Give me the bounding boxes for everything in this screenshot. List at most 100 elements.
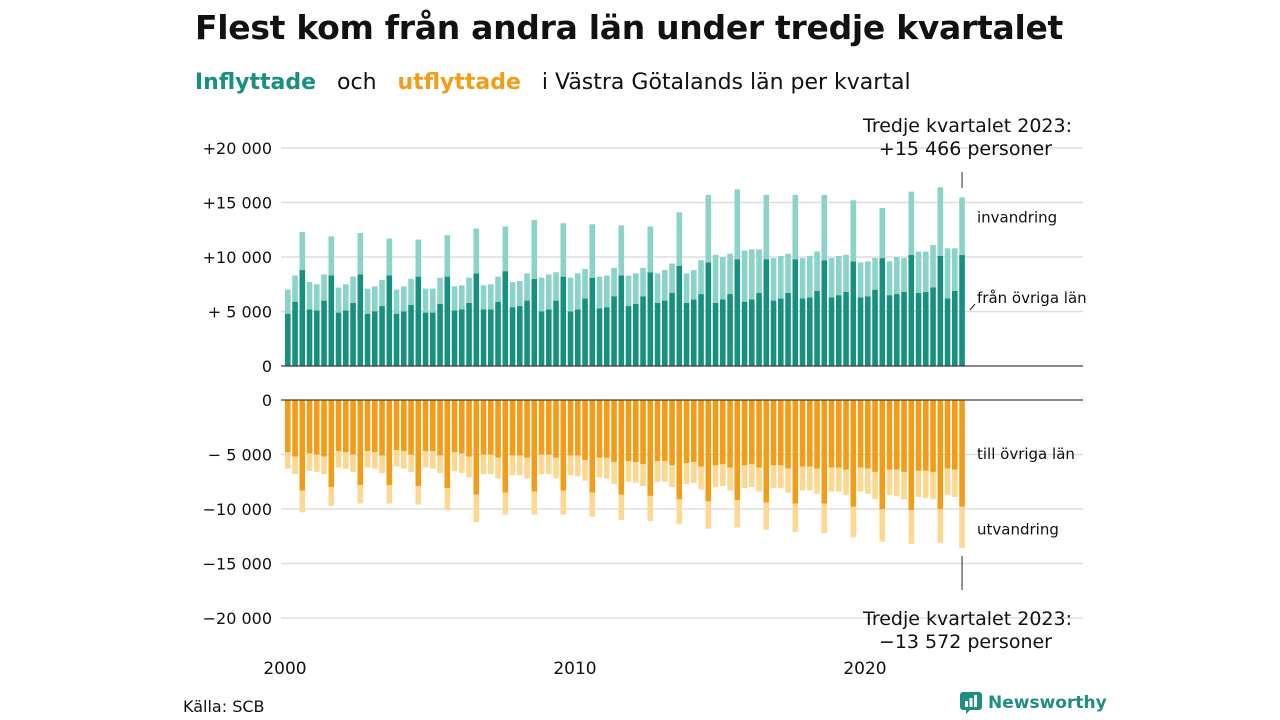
bar xyxy=(364,288,371,314)
bar xyxy=(683,302,690,366)
bar xyxy=(343,400,349,453)
bar xyxy=(894,469,900,496)
bar xyxy=(314,400,320,455)
bar xyxy=(560,223,567,277)
bar xyxy=(691,400,697,463)
bar xyxy=(618,494,625,520)
bar xyxy=(408,304,414,366)
bar xyxy=(640,296,646,366)
bar xyxy=(756,467,762,492)
bar xyxy=(799,400,806,467)
bar xyxy=(451,310,458,366)
bar xyxy=(850,506,857,538)
annotation-top-line1: Tredje kvartalet 2023: xyxy=(862,115,1072,137)
bar xyxy=(401,451,407,469)
bar xyxy=(502,226,509,272)
bar xyxy=(952,400,958,470)
bar xyxy=(524,457,530,479)
bar xyxy=(524,400,530,458)
bar xyxy=(517,400,523,456)
bar xyxy=(669,400,675,466)
bar xyxy=(778,298,784,366)
bar xyxy=(915,292,922,366)
bar xyxy=(923,400,929,471)
bar xyxy=(401,286,407,312)
bar xyxy=(538,277,545,312)
y-tick-label: −15 000 xyxy=(203,555,272,574)
bar xyxy=(466,400,472,457)
bar xyxy=(335,451,342,468)
bar xyxy=(814,251,820,291)
bar xyxy=(879,207,886,259)
bar xyxy=(567,400,574,456)
bar xyxy=(328,487,335,506)
bar xyxy=(698,466,704,490)
bar xyxy=(422,451,429,468)
bar xyxy=(553,300,559,366)
bar xyxy=(821,400,828,504)
bar xyxy=(662,461,668,482)
subtitle-inflyttade: Inflyttade xyxy=(195,70,317,95)
bar xyxy=(857,400,864,468)
bar xyxy=(843,291,849,366)
bar xyxy=(430,400,436,452)
bar xyxy=(763,194,770,260)
bar xyxy=(691,270,697,300)
bar xyxy=(944,248,951,299)
bar xyxy=(567,277,574,312)
bar xyxy=(705,194,712,263)
bar xyxy=(734,500,741,528)
bar xyxy=(466,456,472,478)
bar xyxy=(328,400,335,488)
bar xyxy=(821,194,828,261)
bar xyxy=(285,452,291,469)
bar xyxy=(625,275,632,307)
bar xyxy=(734,189,741,260)
bar xyxy=(604,400,610,458)
bar xyxy=(901,291,907,366)
bar xyxy=(292,456,298,475)
y-tick-label: +20 000 xyxy=(203,139,272,158)
bar xyxy=(872,289,878,366)
bar xyxy=(611,400,617,463)
bar xyxy=(386,275,393,366)
y-tick-label: + 5 000 xyxy=(208,303,272,322)
bar xyxy=(299,400,306,491)
bar xyxy=(415,400,422,487)
bar xyxy=(422,312,429,366)
bar xyxy=(937,255,944,366)
bar xyxy=(299,490,306,513)
bar xyxy=(314,284,320,311)
bar xyxy=(495,276,501,302)
bar xyxy=(480,400,487,455)
bar xyxy=(372,286,378,312)
bar xyxy=(698,294,704,366)
source-label: Källa: SCB xyxy=(183,697,265,716)
bar xyxy=(633,273,639,304)
bar xyxy=(393,313,400,366)
bar xyxy=(524,273,530,301)
annotation-bottom-line2: −13 572 personer xyxy=(879,631,1052,653)
bar xyxy=(654,461,661,482)
bar xyxy=(357,485,364,504)
bar xyxy=(618,225,625,276)
bar xyxy=(778,465,784,489)
bar xyxy=(582,400,588,460)
bar xyxy=(575,273,581,310)
bar xyxy=(466,302,472,366)
bar xyxy=(480,309,487,366)
bar xyxy=(857,467,864,492)
bar xyxy=(712,400,719,466)
bar xyxy=(828,400,835,468)
bar xyxy=(306,309,313,366)
bar xyxy=(770,300,777,366)
bar xyxy=(596,276,603,309)
bar xyxy=(546,309,552,366)
bar xyxy=(872,471,878,500)
bar xyxy=(937,400,944,509)
bar xyxy=(923,470,929,499)
bar xyxy=(828,467,835,492)
bar xyxy=(741,465,748,489)
bar xyxy=(763,259,770,366)
